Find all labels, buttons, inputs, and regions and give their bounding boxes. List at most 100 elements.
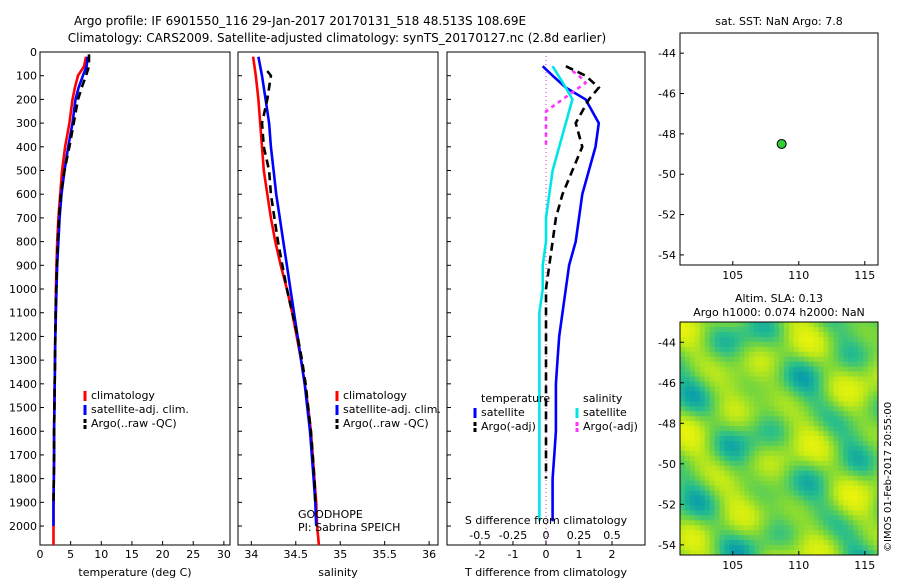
salinity-diff-tick-label: 0.25 <box>567 529 592 542</box>
sla-cell <box>803 485 810 492</box>
sla-cell <box>868 431 874 437</box>
sla-cell <box>764 386 770 392</box>
sla-cell <box>863 391 869 397</box>
sla-cell <box>744 460 750 467</box>
sla-cell <box>689 505 696 511</box>
sla-cell <box>739 520 745 526</box>
sla-cell <box>813 351 820 358</box>
sla-cell <box>704 336 711 343</box>
sla-cell <box>813 386 820 392</box>
sla-cell <box>803 326 810 333</box>
sla-cell <box>754 326 760 333</box>
temperature-legend-entry: satellite-adj. clim. <box>91 403 189 416</box>
sla-cell <box>724 545 730 551</box>
sla-cell <box>689 515 696 521</box>
sla-cell <box>863 455 869 462</box>
sla-cell <box>714 381 721 387</box>
sla-cell <box>838 515 844 521</box>
sla-cell <box>694 351 701 358</box>
sla-cell <box>823 426 829 432</box>
sla-cell <box>868 485 874 492</box>
sla-cell <box>813 470 820 477</box>
sla-cell <box>838 490 844 497</box>
sla-cell <box>694 381 701 387</box>
sla-cell <box>783 371 790 378</box>
sla-cell <box>774 525 780 531</box>
sla-cell <box>838 505 844 511</box>
sla-cell <box>764 381 770 387</box>
sla-cell <box>838 450 844 457</box>
sla-cell <box>863 470 869 477</box>
sla-cell <box>853 322 859 328</box>
sla-cell <box>779 381 785 387</box>
sla-cell <box>749 436 755 442</box>
sla-cell <box>739 346 745 353</box>
sla-cell <box>764 540 770 546</box>
sla-cell <box>793 480 800 487</box>
sla-cell <box>724 530 730 536</box>
sla-cell <box>858 510 864 516</box>
sla-cell <box>774 322 780 328</box>
sla-cell <box>853 401 859 407</box>
sla-cell <box>793 331 800 338</box>
sla-cell <box>704 480 711 487</box>
temperature-xtick-label: 5 <box>67 548 74 561</box>
sla-cell <box>729 361 735 368</box>
sla-cell <box>754 440 760 447</box>
sla-cell <box>873 326 879 333</box>
depth-tick-label: 1000 <box>9 283 37 296</box>
sla-cell <box>694 371 701 378</box>
sla-cell <box>853 460 859 467</box>
sla-cell <box>783 535 790 541</box>
sla-cell <box>803 331 810 338</box>
sla-cell <box>853 550 859 556</box>
sla-cell <box>709 436 716 442</box>
sla-cell <box>774 515 780 521</box>
sla-cell <box>694 396 701 402</box>
sla-cell <box>873 406 879 412</box>
sla-cell <box>848 411 854 417</box>
sla-cell <box>833 341 839 348</box>
sla-cell <box>803 351 810 358</box>
sla-cell <box>833 535 839 541</box>
sla-cell <box>689 440 696 447</box>
sla-cell <box>714 416 721 422</box>
sla-cell <box>868 401 874 407</box>
sla-cell <box>848 331 854 338</box>
sla-cell <box>828 475 834 482</box>
sla-cell <box>813 550 820 556</box>
sla-cell <box>808 376 815 382</box>
difference-xtick-label: 1 <box>576 548 583 561</box>
sla-cell <box>699 431 706 437</box>
depth-tick-label: 1900 <box>9 496 37 509</box>
sla-cell <box>793 495 800 501</box>
sla-cell <box>868 440 874 447</box>
difference-series-1 <box>544 65 601 479</box>
sla-cell <box>734 550 740 556</box>
sla-cell <box>699 515 706 521</box>
sla-cell <box>734 391 740 397</box>
sla-cell <box>838 426 844 432</box>
sla-map-axes-ytick-label: -54 <box>658 539 676 552</box>
sla-cell <box>704 411 711 417</box>
sla-cell <box>823 336 829 343</box>
sla-cell <box>793 465 800 472</box>
sla-cell <box>704 371 711 378</box>
sla-cell <box>744 436 750 442</box>
sla-cell <box>808 485 815 492</box>
sla-cell <box>709 515 716 521</box>
sla-cell <box>680 416 686 422</box>
sla-cell <box>704 545 711 551</box>
sla-cell <box>863 520 869 526</box>
sla-cell <box>848 381 854 387</box>
sla-cell <box>828 485 834 492</box>
sla-cell <box>684 505 691 511</box>
sla-cell <box>828 431 834 437</box>
sla-cell <box>749 371 755 378</box>
sst-map-axes-ytick-label: -46 <box>658 88 676 101</box>
sla-cell <box>858 525 864 531</box>
sla-cell <box>754 475 760 482</box>
sla-cell <box>813 520 820 526</box>
sla-cell <box>704 460 711 467</box>
sla-cell <box>749 465 755 472</box>
